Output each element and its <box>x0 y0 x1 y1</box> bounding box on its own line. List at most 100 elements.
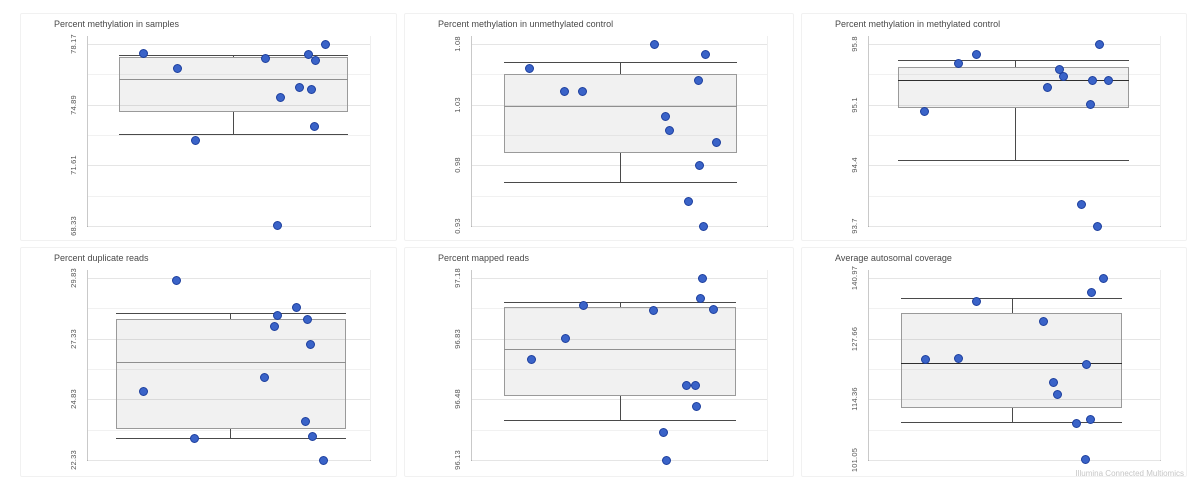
data-point[interactable] <box>190 434 200 444</box>
data-point[interactable] <box>524 63 534 73</box>
gridline-minor <box>472 369 767 370</box>
data-point[interactable] <box>712 137 722 147</box>
data-point[interactable] <box>294 83 304 93</box>
data-point[interactable] <box>1098 273 1108 283</box>
data-point[interactable] <box>191 136 201 146</box>
data-point[interactable] <box>307 431 317 441</box>
data-point[interactable] <box>660 112 670 122</box>
data-point[interactable] <box>694 160 704 170</box>
y-tick-label: 0.93 <box>453 218 462 234</box>
data-point[interactable] <box>954 58 964 68</box>
data-point[interactable] <box>684 197 694 207</box>
data-point[interactable] <box>275 92 285 102</box>
y-tick-label: 22.33 <box>69 450 78 470</box>
data-point[interactable] <box>310 56 320 66</box>
data-point[interactable] <box>662 455 672 465</box>
data-point[interactable] <box>292 302 302 312</box>
data-point[interactable] <box>303 314 313 324</box>
data-point[interactable] <box>659 427 669 437</box>
gridline-major <box>88 165 370 167</box>
gridline-major <box>88 338 370 340</box>
plot-area: 140.97 127.66 114.36 101.05 <box>850 266 1161 472</box>
data-point[interactable] <box>306 85 316 94</box>
data-point[interactable] <box>693 75 703 85</box>
data-point[interactable] <box>272 220 282 230</box>
data-point[interactable] <box>1077 199 1087 209</box>
data-point[interactable] <box>1058 72 1068 82</box>
data-point[interactable] <box>526 354 536 364</box>
gridline-major <box>88 399 370 401</box>
data-point[interactable] <box>578 301 588 311</box>
data-point[interactable] <box>273 310 283 320</box>
gridline-major <box>88 104 370 106</box>
data-point[interactable] <box>1082 359 1092 369</box>
median-line <box>503 105 738 107</box>
whisker-upper <box>232 54 234 58</box>
gridline-minor <box>869 369 1160 370</box>
data-point[interactable] <box>650 39 660 49</box>
data-point[interactable] <box>173 64 183 74</box>
whisker-upper <box>619 302 621 308</box>
y-tick-label: 74.89 <box>69 94 78 115</box>
data-point[interactable] <box>971 49 981 59</box>
data-point[interactable] <box>1039 317 1049 327</box>
data-point[interactable] <box>1081 454 1091 464</box>
data-point[interactable] <box>682 380 692 390</box>
data-point[interactable] <box>1092 221 1102 231</box>
data-point[interactable] <box>1086 100 1095 110</box>
data-point[interactable] <box>691 380 701 390</box>
data-point[interactable] <box>954 354 964 364</box>
data-point[interactable] <box>921 354 931 364</box>
data-point[interactable] <box>259 373 269 383</box>
data-point[interactable] <box>665 125 674 135</box>
data-point[interactable] <box>309 122 319 132</box>
data-point[interactable] <box>1049 378 1059 388</box>
chart-title: Percent methylation in samples <box>54 19 180 29</box>
data-point[interactable] <box>171 275 181 285</box>
chart-panel-3: Percent methylation in methylated contro… <box>801 13 1187 241</box>
data-point[interactable] <box>920 107 930 117</box>
data-point[interactable] <box>971 296 981 306</box>
whisker-cap-high <box>503 62 738 64</box>
chart-title: Percent duplicate reads <box>54 253 149 263</box>
data-point[interactable] <box>577 86 587 96</box>
data-point[interactable] <box>700 50 710 60</box>
data-point[interactable] <box>321 39 331 49</box>
data-point[interactable] <box>649 306 659 316</box>
data-point[interactable] <box>1094 39 1104 49</box>
gridline-major <box>472 278 767 279</box>
data-point[interactable] <box>692 401 702 411</box>
y-tick-label: 140.97 <box>850 265 859 291</box>
gridline-major <box>88 226 370 227</box>
chart-panel-1: Percent methylation in samples 78.17 74.89… <box>20 13 397 241</box>
data-point[interactable] <box>1052 390 1062 400</box>
data-point[interactable] <box>1088 75 1098 85</box>
data-point[interactable] <box>696 294 706 304</box>
data-point[interactable] <box>139 48 149 58</box>
data-point[interactable] <box>261 53 270 63</box>
data-point[interactable] <box>269 322 279 332</box>
data-point[interactable] <box>301 416 311 426</box>
data-point[interactable] <box>698 221 708 231</box>
gridline-major <box>472 460 767 461</box>
data-point[interactable] <box>698 273 708 283</box>
chart-panel-6: Average autosomal coverage 140.97 127.66 11… <box>801 247 1187 477</box>
data-point[interactable] <box>1086 415 1095 425</box>
data-point[interactable] <box>561 334 571 344</box>
gridline-minor <box>869 429 1160 431</box>
data-point[interactable] <box>1087 287 1097 297</box>
data-point[interactable] <box>708 304 718 314</box>
gridline-major <box>88 460 370 461</box>
whisker-lower <box>619 395 621 421</box>
data-point[interactable] <box>1042 82 1052 92</box>
gridline-major <box>88 44 370 45</box>
whisker-cap-low <box>116 437 347 439</box>
data-point[interactable] <box>319 455 329 465</box>
data-point[interactable] <box>303 50 313 60</box>
gridline-major <box>869 226 1160 227</box>
data-point[interactable] <box>1071 418 1081 428</box>
data-point[interactable] <box>1104 75 1114 85</box>
data-point[interactable] <box>306 339 316 349</box>
data-point[interactable] <box>138 386 148 396</box>
data-point[interactable] <box>559 86 569 96</box>
